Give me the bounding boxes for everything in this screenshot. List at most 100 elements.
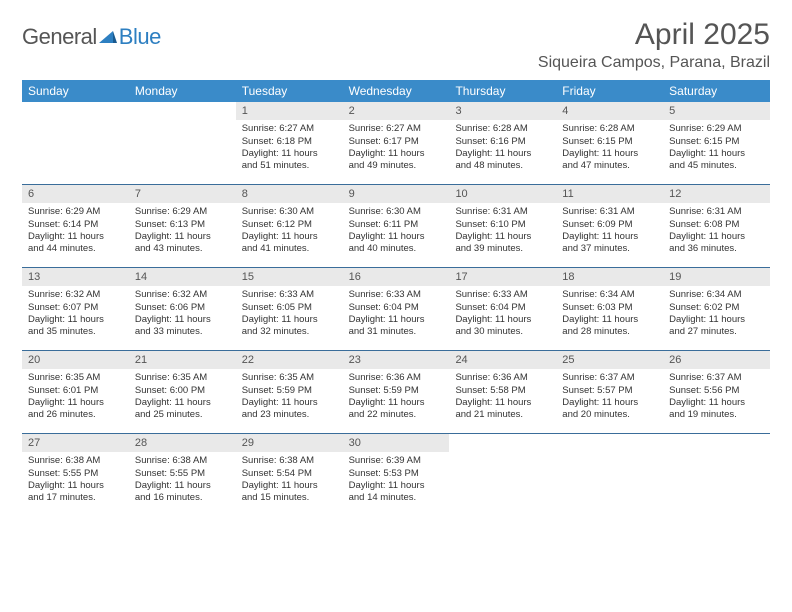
day-body: Sunrise: 6:34 AMSunset: 6:03 PMDaylight:…: [556, 286, 663, 344]
day-cell: 17Sunrise: 6:33 AMSunset: 6:04 PMDayligh…: [449, 268, 556, 350]
day-line: Daylight: 11 hours: [242, 231, 337, 243]
day-body: [556, 438, 663, 447]
day-line: Sunset: 5:58 PM: [455, 385, 550, 397]
day-body: Sunrise: 6:37 AMSunset: 5:57 PMDaylight:…: [556, 369, 663, 427]
day-line: and 39 minutes.: [455, 243, 550, 255]
dow-row: Sunday Monday Tuesday Wednesday Thursday…: [22, 80, 770, 102]
day-line: and 26 minutes.: [28, 409, 123, 421]
day-line: Sunset: 6:18 PM: [242, 136, 337, 148]
day-number: 24: [449, 351, 556, 369]
day-body: Sunrise: 6:35 AMSunset: 6:01 PMDaylight:…: [22, 369, 129, 427]
day-line: Sunrise: 6:30 AM: [349, 206, 444, 218]
day-cell: 1Sunrise: 6:27 AMSunset: 6:18 PMDaylight…: [236, 102, 343, 184]
day-cell: 26Sunrise: 6:37 AMSunset: 5:56 PMDayligh…: [663, 351, 770, 433]
day-body: [663, 438, 770, 447]
day-line: Daylight: 11 hours: [242, 480, 337, 492]
day-line: Daylight: 11 hours: [242, 148, 337, 160]
day-line: Sunset: 6:10 PM: [455, 219, 550, 231]
day-line: Daylight: 11 hours: [28, 397, 123, 409]
day-line: Daylight: 11 hours: [349, 148, 444, 160]
day-cell: [663, 434, 770, 516]
day-line: Daylight: 11 hours: [455, 231, 550, 243]
day-line: and 19 minutes.: [669, 409, 764, 421]
day-body: Sunrise: 6:27 AMSunset: 6:18 PMDaylight:…: [236, 120, 343, 178]
dow-cell: Thursday: [449, 80, 556, 102]
dow-cell: Wednesday: [343, 80, 450, 102]
day-line: and 30 minutes.: [455, 326, 550, 338]
day-line: Sunrise: 6:38 AM: [28, 455, 123, 467]
day-body: Sunrise: 6:33 AMSunset: 6:05 PMDaylight:…: [236, 286, 343, 344]
day-number: 29: [236, 434, 343, 452]
day-line: Sunset: 6:16 PM: [455, 136, 550, 148]
day-cell: [22, 102, 129, 184]
day-number: 3: [449, 102, 556, 120]
day-cell: 21Sunrise: 6:35 AMSunset: 6:00 PMDayligh…: [129, 351, 236, 433]
day-line: Daylight: 11 hours: [135, 314, 230, 326]
day-line: Sunset: 6:03 PM: [562, 302, 657, 314]
day-line: Sunrise: 6:38 AM: [242, 455, 337, 467]
day-line: Sunset: 5:57 PM: [562, 385, 657, 397]
day-line: Daylight: 11 hours: [349, 480, 444, 492]
day-body: Sunrise: 6:38 AMSunset: 5:54 PMDaylight:…: [236, 452, 343, 510]
day-line: and 33 minutes.: [135, 326, 230, 338]
day-number: 10: [449, 185, 556, 203]
day-number: 5: [663, 102, 770, 120]
day-line: Daylight: 11 hours: [562, 148, 657, 160]
day-line: and 48 minutes.: [455, 160, 550, 172]
dow-cell: Monday: [129, 80, 236, 102]
day-line: Daylight: 11 hours: [455, 314, 550, 326]
day-line: Sunset: 6:15 PM: [562, 136, 657, 148]
day-cell: 15Sunrise: 6:33 AMSunset: 6:05 PMDayligh…: [236, 268, 343, 350]
day-line: Daylight: 11 hours: [28, 314, 123, 326]
day-line: Sunrise: 6:31 AM: [562, 206, 657, 218]
day-cell: 23Sunrise: 6:36 AMSunset: 5:59 PMDayligh…: [343, 351, 450, 433]
day-cell: 28Sunrise: 6:38 AMSunset: 5:55 PMDayligh…: [129, 434, 236, 516]
day-body: Sunrise: 6:31 AMSunset: 6:10 PMDaylight:…: [449, 203, 556, 261]
day-cell: 25Sunrise: 6:37 AMSunset: 5:57 PMDayligh…: [556, 351, 663, 433]
day-line: Sunset: 6:00 PM: [135, 385, 230, 397]
day-body: Sunrise: 6:29 AMSunset: 6:14 PMDaylight:…: [22, 203, 129, 261]
day-body: Sunrise: 6:27 AMSunset: 6:17 PMDaylight:…: [343, 120, 450, 178]
day-number: 19: [663, 268, 770, 286]
dow-cell: Saturday: [663, 80, 770, 102]
day-body: Sunrise: 6:28 AMSunset: 6:15 PMDaylight:…: [556, 120, 663, 178]
day-line: Sunrise: 6:30 AM: [242, 206, 337, 218]
day-line: and 35 minutes.: [28, 326, 123, 338]
day-number: 30: [343, 434, 450, 452]
day-cell: 30Sunrise: 6:39 AMSunset: 5:53 PMDayligh…: [343, 434, 450, 516]
week-row: 27Sunrise: 6:38 AMSunset: 5:55 PMDayligh…: [22, 434, 770, 516]
day-line: Daylight: 11 hours: [349, 314, 444, 326]
day-body: Sunrise: 6:28 AMSunset: 6:16 PMDaylight:…: [449, 120, 556, 178]
day-cell: 29Sunrise: 6:38 AMSunset: 5:54 PMDayligh…: [236, 434, 343, 516]
day-number: 7: [129, 185, 236, 203]
day-number: 20: [22, 351, 129, 369]
day-line: Sunrise: 6:33 AM: [455, 289, 550, 301]
day-number: 9: [343, 185, 450, 203]
week-row: 1Sunrise: 6:27 AMSunset: 6:18 PMDaylight…: [22, 102, 770, 185]
day-line: Daylight: 11 hours: [455, 148, 550, 160]
day-line: and 16 minutes.: [135, 492, 230, 504]
day-number: 27: [22, 434, 129, 452]
day-body: Sunrise: 6:29 AMSunset: 6:15 PMDaylight:…: [663, 120, 770, 178]
day-line: Sunset: 6:15 PM: [669, 136, 764, 148]
day-cell: [129, 102, 236, 184]
day-line: Sunset: 6:13 PM: [135, 219, 230, 231]
day-line: Sunset: 6:06 PM: [135, 302, 230, 314]
day-line: Daylight: 11 hours: [562, 397, 657, 409]
day-line: Sunrise: 6:36 AM: [455, 372, 550, 384]
day-body: Sunrise: 6:31 AMSunset: 6:08 PMDaylight:…: [663, 203, 770, 261]
day-line: and 28 minutes.: [562, 326, 657, 338]
day-line: and 49 minutes.: [349, 160, 444, 172]
day-line: Sunrise: 6:35 AM: [28, 372, 123, 384]
location: Siqueira Campos, Parana, Brazil: [538, 54, 770, 72]
day-cell: 10Sunrise: 6:31 AMSunset: 6:10 PMDayligh…: [449, 185, 556, 267]
day-number: 28: [129, 434, 236, 452]
day-body: Sunrise: 6:36 AMSunset: 5:59 PMDaylight:…: [343, 369, 450, 427]
day-line: and 22 minutes.: [349, 409, 444, 421]
day-line: and 41 minutes.: [242, 243, 337, 255]
day-line: Sunset: 6:05 PM: [242, 302, 337, 314]
day-line: Sunrise: 6:37 AM: [562, 372, 657, 384]
logo-text-1: General: [22, 24, 97, 50]
day-body: Sunrise: 6:29 AMSunset: 6:13 PMDaylight:…: [129, 203, 236, 261]
week-row: 6Sunrise: 6:29 AMSunset: 6:14 PMDaylight…: [22, 185, 770, 268]
